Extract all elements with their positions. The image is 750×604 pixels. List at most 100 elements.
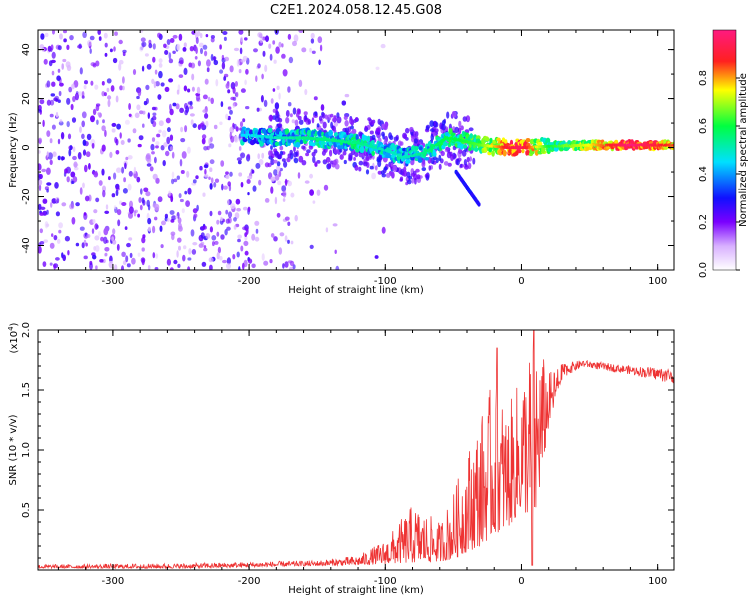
snr-x-axis: -300 -200 -100 0 100 <box>57 330 667 587</box>
spectrogram-cell <box>219 44 222 50</box>
spectrogram-cell <box>165 150 170 157</box>
spectrogram-cell <box>119 85 123 91</box>
spectrogram-cell <box>172 34 178 39</box>
spectrogram-cell <box>114 264 118 270</box>
spectrogram-cell <box>82 31 87 38</box>
spectrogram-cell <box>534 149 539 156</box>
spectrogram-cell <box>49 138 53 144</box>
spectrogram-cell <box>229 171 233 177</box>
spectrogram-cell <box>239 121 244 128</box>
spectrogram-cell <box>49 262 53 266</box>
spectrogram-cell <box>147 217 152 225</box>
spectrogram-cell <box>237 160 242 165</box>
spectrogram-cell <box>122 51 126 57</box>
snr-y-axis: 0.5 1.0 1.5 2.0 <box>21 322 674 559</box>
spectrogram-cell <box>306 149 311 154</box>
colorbar-tick-label: 0.8 <box>698 70 709 86</box>
spectrogram-cell <box>200 47 203 55</box>
spectrogram-cell <box>215 79 219 87</box>
spectrogram-cell <box>348 153 353 159</box>
spectrogram-cell <box>210 37 215 43</box>
spectrogram-cell <box>166 39 171 45</box>
spectrogram-cell <box>244 37 248 41</box>
spectrogram-cell <box>208 257 214 263</box>
spectrogram-cell <box>191 249 197 255</box>
spectrogram-cell <box>92 254 97 260</box>
spectrogram-cell <box>43 58 48 65</box>
spectrogram-cell <box>46 151 49 158</box>
spectrogram-cell <box>172 50 176 54</box>
spectrogram-cell <box>307 119 311 125</box>
spectrogram-cell <box>85 151 91 158</box>
spectrogram-cell <box>298 155 304 163</box>
spectrogram-cell <box>171 178 175 185</box>
spectrogram-cell <box>54 182 59 189</box>
spectrogram-y-axis: -40 -20 0 20 40 <box>21 43 674 271</box>
spectrogram-cell <box>238 172 243 177</box>
spectrogram-cell <box>140 37 146 42</box>
spectrogram-cell <box>183 245 187 250</box>
spectrogram-cell <box>39 99 45 105</box>
spectrogram-cell <box>230 203 236 210</box>
spectrogram-cell <box>176 175 180 180</box>
spectrogram-cell <box>364 125 368 131</box>
spectrogram-cell <box>381 131 385 137</box>
spectrogram-cell <box>102 185 106 192</box>
spectrogram-cell <box>388 132 392 139</box>
spectrogram-cell <box>63 30 67 34</box>
spectrogram-cell <box>377 170 382 175</box>
spectrogram-cell <box>537 141 543 146</box>
spectrogram-cell <box>47 45 52 52</box>
spectrogram-cell <box>287 33 292 40</box>
spectrogram-cell <box>115 186 120 191</box>
x-tick-label: -300 <box>102 576 125 587</box>
spectrogram-cell <box>190 119 194 126</box>
spectrogram-cell <box>155 81 160 87</box>
spectrogram-cell <box>444 132 450 137</box>
spectrogram-cell <box>178 245 181 251</box>
spectrogram-cell <box>210 177 214 184</box>
spectrogram-cell <box>671 143 674 147</box>
spectrogram-cell <box>332 159 337 166</box>
spectrogram-cell <box>269 53 273 61</box>
spectrogram-cell <box>50 93 56 97</box>
spectrogram-cell <box>191 73 195 81</box>
spectrogram-cell <box>283 161 288 168</box>
spectrogram-cell <box>287 86 291 93</box>
spectrogram-cell <box>183 85 188 92</box>
spectrogram-cell <box>309 244 314 249</box>
spectrogram-cell <box>171 151 175 159</box>
spectrogram-cell <box>143 100 148 106</box>
spectrogram-cell <box>199 33 203 39</box>
spectrogram-cell <box>201 138 206 145</box>
spectrogram-cell <box>116 209 122 216</box>
spectrogram-cell <box>148 43 153 49</box>
spectrogram-cell <box>284 235 288 242</box>
spectrogram-cell <box>235 126 239 132</box>
spectrogram-cell <box>285 117 290 124</box>
spectrogram-cell <box>122 85 125 91</box>
spectrogram-cell <box>108 260 114 269</box>
spectrogram-cell <box>176 89 180 95</box>
spectrogram-cell <box>525 138 531 143</box>
spectrogram-cell <box>213 59 219 66</box>
spectrogram-cell <box>95 245 100 252</box>
spectrogram-cell <box>142 123 145 128</box>
spectrogram-cell <box>296 111 300 118</box>
spectrogram-cell <box>52 151 57 157</box>
spectrogram-cell <box>165 117 171 124</box>
spectrogram-cell <box>320 140 326 146</box>
spectrogram-cell <box>83 255 88 260</box>
spectrogram-cell <box>483 145 488 153</box>
spectrogram-cell <box>304 114 308 120</box>
spectrogram-cell <box>51 81 56 87</box>
spectrogram-cell <box>243 240 249 247</box>
spectrogram-cell <box>247 175 253 180</box>
spectrogram-cell <box>104 252 108 257</box>
spectrogram-cell <box>58 90 62 97</box>
spectrogram-cell <box>89 48 92 54</box>
spectrogram-cell <box>137 88 142 97</box>
spectrogram-cell <box>333 149 339 154</box>
spectrogram-cell <box>221 183 224 191</box>
spectrogram-cell <box>51 70 55 76</box>
